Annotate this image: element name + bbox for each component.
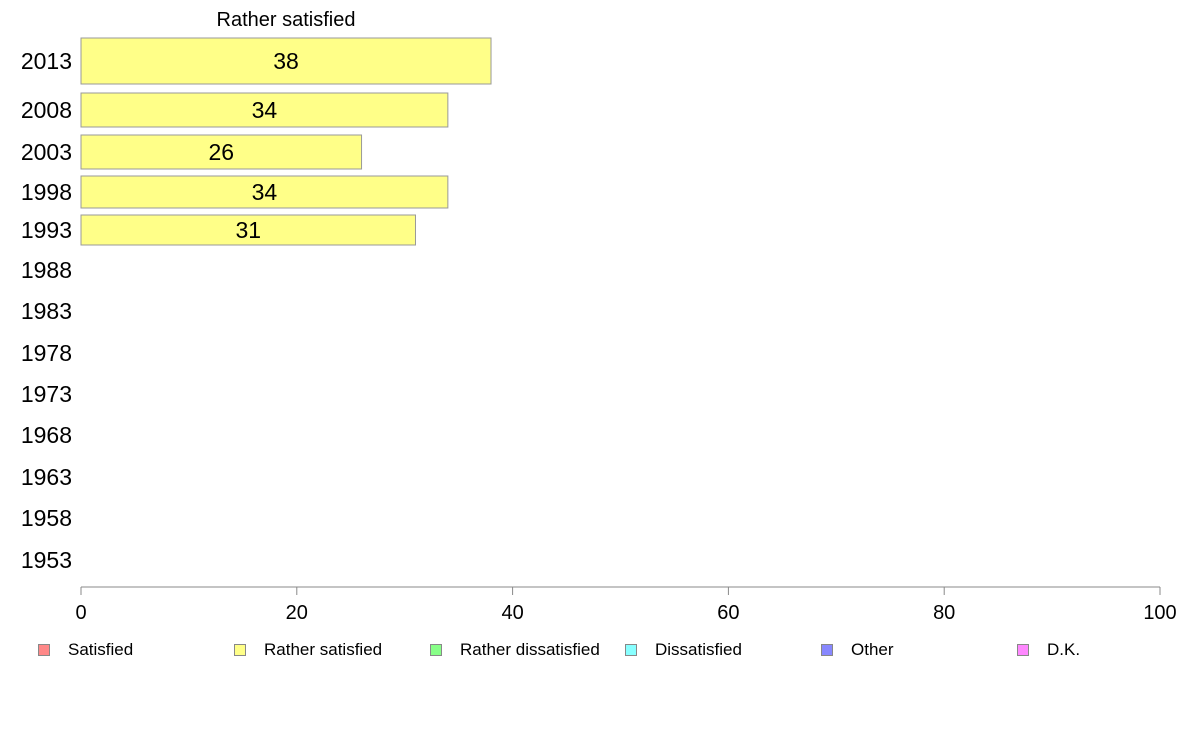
chart-title: Rather satisfied [217,9,356,31]
y-tick-label: 1983 [21,298,72,324]
x-tick-label: 100 [1143,602,1176,624]
legend-swatch [1017,644,1029,656]
legend-label: Satisfied [68,640,134,659]
y-tick-label: 1978 [21,340,72,366]
legend-label: Rather satisfied [264,640,383,659]
legend-label: Other [851,640,894,659]
legend-item: Other [821,638,894,662]
bar [80,92,449,128]
y-tick-label: 1998 [21,179,72,205]
legend-item: Rather satisfied [234,638,382,662]
y-tick-label: 2008 [21,97,72,123]
bar-value-label: 38 [273,48,299,74]
bar [80,214,416,246]
bar [80,37,492,85]
legend-label: D.K. [1047,640,1081,659]
y-tick-label: 1968 [21,422,72,448]
y-tick-label: 2013 [21,48,72,74]
x-tick-label: 40 [501,602,523,624]
legend-swatch [38,644,50,656]
legend-label: Dissatisfied [655,640,742,659]
y-tick-label: 1958 [21,505,72,531]
legend-item: Rather dissatisfied [430,638,600,662]
y-tick-label: 1973 [21,381,72,407]
bar-value-label: 31 [235,217,261,243]
x-tick-label: 80 [933,602,955,624]
x-tick-label: 60 [717,602,739,624]
legend-swatch [625,644,637,656]
y-tick-label: 1963 [21,464,72,490]
legend-swatch [821,644,833,656]
legend-item: D.K. [1017,638,1080,662]
y-tick-label: 2003 [21,139,72,165]
chart-legend: Satisfied Rather satisfied Rather dissatis… [0,638,1188,662]
y-tick-label: 1953 [21,547,72,573]
bar-value-label: 34 [252,97,278,123]
y-tick-label: 1988 [21,257,72,283]
bar-value-label: 34 [252,179,278,205]
legend-swatch [430,644,442,656]
x-tick-label: 20 [286,602,308,624]
bar-value-label: 26 [208,139,234,165]
legend-swatch [234,644,246,656]
bar [80,175,449,209]
legend-item: Dissatisfied [625,638,742,662]
legend-item: Satisfied [38,638,133,662]
x-tick-label: 0 [75,602,86,624]
legend-label: Rather dissatisfied [460,640,600,659]
bar [80,134,363,170]
y-tick-label: 1993 [21,217,72,243]
